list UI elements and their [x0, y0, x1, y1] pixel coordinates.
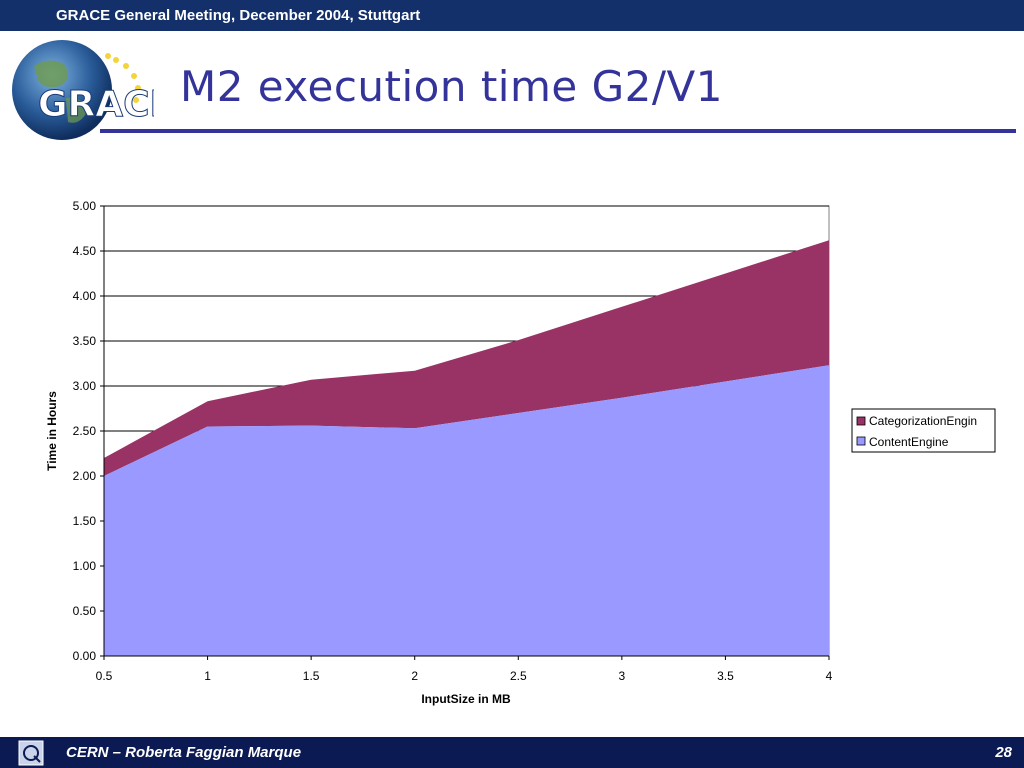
meeting-title: GRACE General Meeting, December 2004, St… — [56, 7, 421, 24]
legend-swatch-contentengine — [856, 436, 866, 446]
x-tick-label: 1 — [204, 669, 211, 683]
x-tick-label: 3 — [619, 669, 626, 683]
x-tick-label: 2 — [411, 669, 418, 683]
legend-label-categorizationengin: CategorizationEngin — [869, 414, 977, 428]
y-tick-label: 5.00 — [73, 199, 97, 213]
footer-author: CERN – Roberta Faggian Marque — [66, 744, 302, 761]
cern-logo-icon — [18, 740, 44, 766]
y-tick-label: 0.00 — [73, 649, 97, 663]
header-bar: GRACE General Meeting, December 2004, St… — [0, 0, 1024, 31]
legend-box — [851, 408, 996, 453]
y-tick-label: 2.00 — [73, 469, 97, 483]
y-tick-label: 1.00 — [73, 559, 97, 573]
x-tick-label: 1.5 — [303, 669, 320, 683]
y-tick-label: 1.50 — [73, 514, 97, 528]
x-tick-label: 0.5 — [96, 669, 113, 683]
series-area-categorizationengin — [104, 240, 829, 476]
title-rule — [100, 129, 1016, 133]
legend-swatch-categorizationengin — [856, 416, 866, 426]
x-tick-label: 2.5 — [510, 669, 527, 683]
legend: CategorizationEngin ContentEngine — [851, 408, 996, 453]
y-axis-label: Time in Hours — [45, 391, 59, 471]
footer-bar — [0, 737, 1024, 768]
x-ticks: 0.5 1 1.5 2 2.5 3 3.5 4 — [96, 656, 833, 683]
logo-text: GRACE — [38, 84, 154, 125]
grace-logo: GRACE — [12, 40, 154, 140]
x-tick-label: 4 — [826, 669, 833, 683]
y-tick-label: 3.50 — [73, 334, 97, 348]
y-tick-label: 4.00 — [73, 289, 97, 303]
slide-title: M2 execution time G2/V1 — [180, 62, 723, 111]
y-tick-label: 4.50 — [73, 244, 97, 258]
x-axis-label: InputSize in MB — [421, 692, 511, 706]
series-area-contentengine — [104, 365, 829, 656]
legend-label-contentengine: ContentEngine — [869, 435, 949, 449]
area-chart: 0.00 0.50 1.00 1.50 2.00 2.50 3.00 3.50 4.00 4.50… — [45, 199, 996, 706]
y-tick-label: 0.50 — [73, 604, 97, 618]
y-tick-label: 3.00 — [73, 379, 97, 393]
page-number: 28 — [995, 744, 1012, 761]
y-ticks: 0.00 0.50 1.00 1.50 2.00 2.50 3.00 3.50 4.00 4.50… — [73, 199, 104, 663]
y-tick-label: 2.50 — [73, 424, 97, 438]
x-tick-label: 3.5 — [717, 669, 734, 683]
